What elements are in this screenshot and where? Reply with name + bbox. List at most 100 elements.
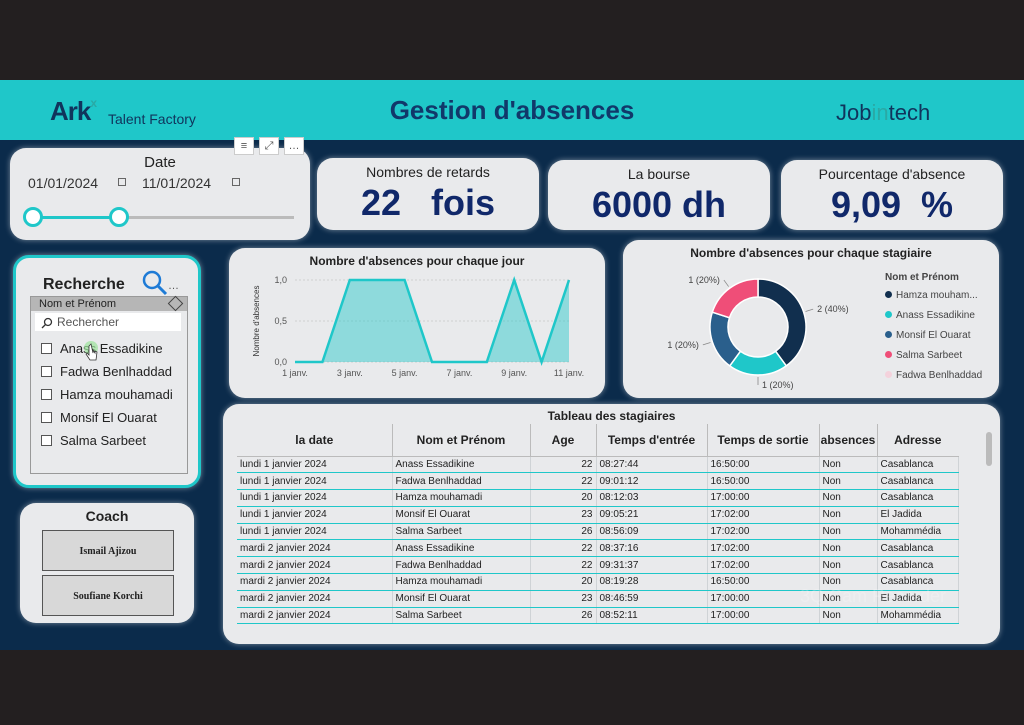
date-slider-track[interactable]: [34, 216, 294, 219]
slicer-item[interactable]: Hamza mouhamadi: [41, 387, 173, 402]
legend-label: Monsif El Ouarat: [896, 330, 971, 341]
search-slicer-title: Recherche: [43, 276, 125, 293]
column-header[interactable]: Age: [530, 424, 597, 457]
table-cell: Hamza mouhamadi: [392, 489, 531, 507]
table-cell: 22: [530, 472, 597, 491]
legend-item[interactable]: Monsif El Ouarat: [885, 330, 970, 341]
table-cell: El Jadida: [877, 590, 959, 608]
table-cell: Casablanca: [877, 456, 959, 474]
donut-chart-card: Nombre d'absences pour chaque stagiaire …: [623, 240, 999, 398]
x-tick-label: 5 janv.: [392, 368, 418, 378]
more-options-icon[interactable]: …: [284, 137, 304, 155]
table-row[interactable]: mardi 2 janvier 2024 Salma Sarbeet 26 08:52…: [237, 607, 959, 625]
table-row[interactable]: mardi 2 janvier 2024 Hamza mouhamadi 20 08:…: [237, 573, 959, 591]
legend-marker: [885, 291, 892, 298]
date-filter-card: Date 01/01/2024 11/01/2024: [10, 148, 310, 240]
coach-button[interactable]: Soufiane Korchi: [42, 575, 174, 616]
table-cell: 16:50:00: [707, 472, 820, 491]
kpi-bourse-card: La bourse 6000 dh: [548, 160, 770, 230]
legend-item[interactable]: Fadwa Benlhaddad: [885, 370, 982, 381]
table-cell: Salma Sarbeet: [392, 523, 531, 541]
ark-logo: Arkx: [50, 96, 97, 127]
table-cell: 16:50:00: [707, 456, 820, 474]
slicer-item[interactable]: Monsif El Ouarat: [41, 410, 157, 425]
page-title: Gestion d'absences: [389, 95, 635, 125]
table-cell: 22: [530, 456, 597, 474]
jobintech-logo-part1: Job: [836, 100, 872, 125]
donut-chart: 2 (40%) 1 (20%) 1 (20%) 1 (20%): [667, 275, 849, 390]
more-options-icon[interactable]: …: [168, 280, 179, 292]
table-scrollbar[interactable]: [986, 432, 992, 466]
table-cell: Non: [819, 573, 878, 591]
table-row[interactable]: mardi 2 janvier 2024 Fadwa Benlhaddad 22 09…: [237, 556, 959, 575]
x-tick-label: 3 janv.: [337, 368, 363, 378]
table-cell: mardi 2 janvier 2024: [237, 590, 393, 608]
table-cell: 23: [530, 506, 597, 524]
date-slider-fill: [34, 216, 120, 219]
table-cell: Hamza mouhamadi: [392, 573, 531, 591]
kpi-retards-title: Nombres de retards: [366, 164, 490, 180]
table-cell: lundi 1 janvier 2024: [237, 523, 393, 541]
table-cell: 17:02:00: [707, 506, 820, 524]
table-cell: lundi 1 janvier 2024: [237, 456, 393, 474]
checkbox[interactable]: [41, 343, 52, 354]
slicer-item[interactable]: Salma Sarbeet: [41, 433, 146, 448]
column-header[interactable]: Temps de sortie: [707, 424, 820, 457]
legend-item[interactable]: Salma Sarbeet: [885, 350, 962, 361]
calendar-icon[interactable]: [232, 178, 240, 186]
column-header[interactable]: la date: [237, 424, 393, 457]
table-row[interactable]: mardi 2 janvier 2024 Anass Essadikine 22 08…: [237, 539, 959, 558]
table-row[interactable]: lundi 1 janvier 2024 Anass Essadikine 22 08…: [237, 456, 959, 474]
x-tick-label: 9 janv.: [501, 368, 527, 378]
ark-logo-subtitle: Talent Factory: [108, 111, 196, 127]
table-cell: Casablanca: [877, 489, 959, 507]
calendar-icon[interactable]: [118, 178, 126, 186]
table-cell: lundi 1 janvier 2024: [237, 472, 393, 491]
kpi-bourse-value: 6000 dh: [591, 184, 727, 225]
table-row[interactable]: lundi 1 janvier 2024 Fadwa Benlhaddad 22 09…: [237, 472, 959, 491]
table-cell: Non: [819, 456, 878, 474]
slicer-list: Nom et Prénom Rechercher Anass Essadikin…: [30, 295, 188, 474]
data-label: 1 (20%): [667, 340, 699, 350]
checkbox[interactable]: [41, 435, 52, 446]
legend-marker: [885, 311, 892, 318]
ark-logo-text: Ark: [50, 96, 91, 126]
table-row[interactable]: lundi 1 janvier 2024 Salma Sarbeet 26 08:56…: [237, 523, 959, 541]
table-row[interactable]: mardi 2 janvier 2024 Monsif El Ouarat 23 08…: [237, 590, 959, 608]
magnifier-icon[interactable]: [140, 268, 168, 296]
search-input[interactable]: Rechercher: [35, 313, 181, 331]
table-cell: Non: [819, 539, 878, 558]
checkbox[interactable]: [41, 389, 52, 400]
legend-label: Salma Sarbeet: [896, 350, 963, 361]
checkbox[interactable]: [41, 366, 52, 377]
date-slider-end-handle[interactable]: [109, 207, 129, 227]
table-cell: 26: [530, 607, 597, 625]
coach-title: Coach: [85, 508, 129, 524]
checkbox[interactable]: [41, 412, 52, 423]
column-header[interactable]: Adresse: [877, 424, 958, 457]
column-header[interactable]: Temps d'entrée: [596, 424, 708, 457]
slicer-item[interactable]: Fadwa Benlhaddad: [41, 364, 172, 379]
date-start-value[interactable]: 01/01/2024: [28, 175, 99, 191]
filter-icon[interactable]: ≡: [234, 137, 254, 155]
date-slider-start-handle[interactable]: [23, 207, 43, 227]
table-row[interactable]: lundi 1 janvier 2024 Hamza mouhamadi 20 08:…: [237, 489, 959, 507]
jobintech-logo: Jobintech: [836, 100, 930, 126]
legend-item[interactable]: Hamza mouham...: [885, 290, 978, 301]
coach-button[interactable]: Ismail Ajizou: [42, 530, 174, 571]
legend-title: Nom et Prénom: [885, 272, 959, 283]
focus-mode-icon[interactable]: ⤢: [259, 137, 279, 155]
date-end-value[interactable]: 11/01/2024: [142, 175, 212, 191]
table-cell: Anass Essadikine: [392, 539, 531, 558]
area-chart: 0,0 0,5 1,0 1 janv. 3 janv. 5 janv. 7 janv. 9 j…: [252, 275, 584, 378]
data-label: 2 (40%): [817, 304, 849, 314]
column-header[interactable]: Nom et Prénom: [392, 424, 531, 457]
watermark: 3Q Cam Recorder: [800, 586, 947, 606]
jobintech-logo-part2: in: [871, 100, 889, 125]
date-label: Date: [144, 154, 176, 171]
kpi-absence-card: Pourcentage d'absence 9,09 %: [781, 160, 1003, 230]
column-header[interactable]: absences: [819, 424, 878, 457]
table-row[interactable]: lundi 1 janvier 2024 Monsif El Ouarat 23 09…: [237, 506, 959, 524]
legend-item[interactable]: Anass Essadikine: [885, 310, 975, 321]
table-cell: Anass Essadikine: [392, 456, 531, 474]
